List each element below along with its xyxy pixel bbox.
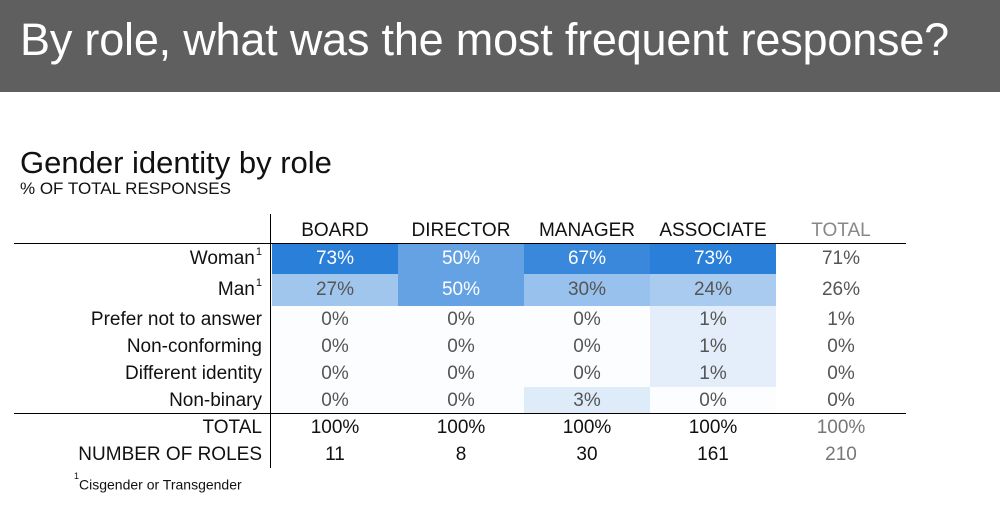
heatmap-cell: 50%: [398, 274, 524, 306]
heatmap-cell: 1%: [827, 308, 855, 330]
summary-cell: 100%: [310, 416, 360, 438]
row-label-text: Woman: [189, 248, 255, 269]
summary-cell: 8: [455, 443, 467, 465]
label-divider: [270, 214, 271, 468]
heatmap-cell: 71%: [821, 248, 861, 269]
row-label-different-identity: Different identity: [0, 360, 268, 387]
banner-title: By role, what was the most frequent resp…: [20, 14, 949, 65]
heatmap-cell: 1%: [650, 333, 776, 360]
heatmap-cell: 73%: [650, 244, 776, 274]
summary-label-number-of-roles: NUMBER OF ROLES: [78, 443, 262, 465]
summary-cell: 100%: [688, 416, 738, 438]
row-label-text: Different identity: [125, 362, 262, 384]
heatmap-cell: 0%: [827, 389, 855, 411]
column-header-director: DIRECTOR: [411, 220, 511, 241]
heatmap-cell: 73%: [272, 244, 398, 274]
heatmap-cell: 30%: [524, 274, 650, 306]
heatmap-cell: 3%: [524, 387, 650, 414]
heatmap-cell: 0%: [398, 333, 524, 360]
row-label-footnote-marker: 1: [255, 277, 262, 289]
heatmap-cell: 0%: [827, 335, 855, 357]
summary-cell: 100%: [816, 416, 866, 438]
total-rule: [14, 413, 906, 414]
column-header-associate: ASSOCIATE: [659, 220, 767, 241]
summary-cell: 100%: [562, 416, 612, 438]
column-header-total: TOTAL: [811, 220, 871, 241]
chart-subtitle: % OF TOTAL RESPONSES: [20, 179, 231, 198]
heatmap-cell: 1%: [650, 306, 776, 333]
heatmap-cell: 0%: [524, 333, 650, 360]
header-rule: [14, 243, 906, 244]
summary-cell: 11: [325, 443, 345, 465]
heatmap-cell: 0%: [398, 306, 524, 333]
summary-cell: 210: [825, 443, 857, 465]
row-label-prefer-not-to-answer: Prefer not to answer: [0, 306, 268, 333]
heatmap-cell: 26%: [821, 279, 861, 300]
row-label-text: Non-conforming: [126, 335, 262, 357]
heatmap-cell: 0%: [524, 306, 650, 333]
heatmap-cell: 50%: [398, 244, 524, 274]
summary-cell: 100%: [436, 416, 486, 438]
title-banner: By role, what was the most frequent resp…: [0, 0, 1000, 92]
heatmap-cell: 0%: [398, 360, 524, 387]
footnote-marker: 1: [74, 471, 80, 481]
column-header-board: BOARD: [301, 220, 369, 241]
heatmap-cell: 67%: [524, 244, 650, 274]
heatmap-cell: 0%: [524, 360, 650, 387]
row-label-woman: Woman 1: [0, 244, 268, 274]
summary-label-total: TOTAL: [202, 416, 262, 438]
row-label-text: Prefer not to answer: [90, 308, 262, 330]
heatmap-cell: 0%: [272, 333, 398, 360]
heatmap-cell: 0%: [650, 387, 776, 414]
footnote: 1Cisgender or Transgender: [74, 471, 242, 493]
footnote-text: Cisgender or Transgender: [79, 476, 242, 493]
row-label-non-binary: Non-binary: [0, 387, 268, 414]
heatmap-cell: 0%: [272, 306, 398, 333]
row-label-non-conforming: Non-conforming: [0, 333, 268, 360]
summary-cell: 30: [576, 443, 598, 465]
heatmap-cell: 27%: [272, 274, 398, 306]
row-label-footnote-marker: 1: [255, 246, 262, 258]
heatmap-cell: 1%: [650, 360, 776, 387]
row-label-text: Man: [217, 279, 255, 300]
summary-cell: 161: [697, 443, 729, 465]
heatmap-cell: 24%: [650, 274, 776, 306]
column-header-manager: MANAGER: [538, 220, 636, 241]
row-label-text: Non-binary: [169, 389, 262, 411]
row-label-man: Man 1: [0, 274, 268, 306]
heatmap-cell: 0%: [827, 362, 855, 384]
heatmap-cell: 0%: [272, 360, 398, 387]
heatmap-cell: 0%: [398, 387, 524, 414]
chart-title: Gender identity by role: [20, 145, 332, 180]
heatmap-cell: 0%: [272, 387, 398, 414]
